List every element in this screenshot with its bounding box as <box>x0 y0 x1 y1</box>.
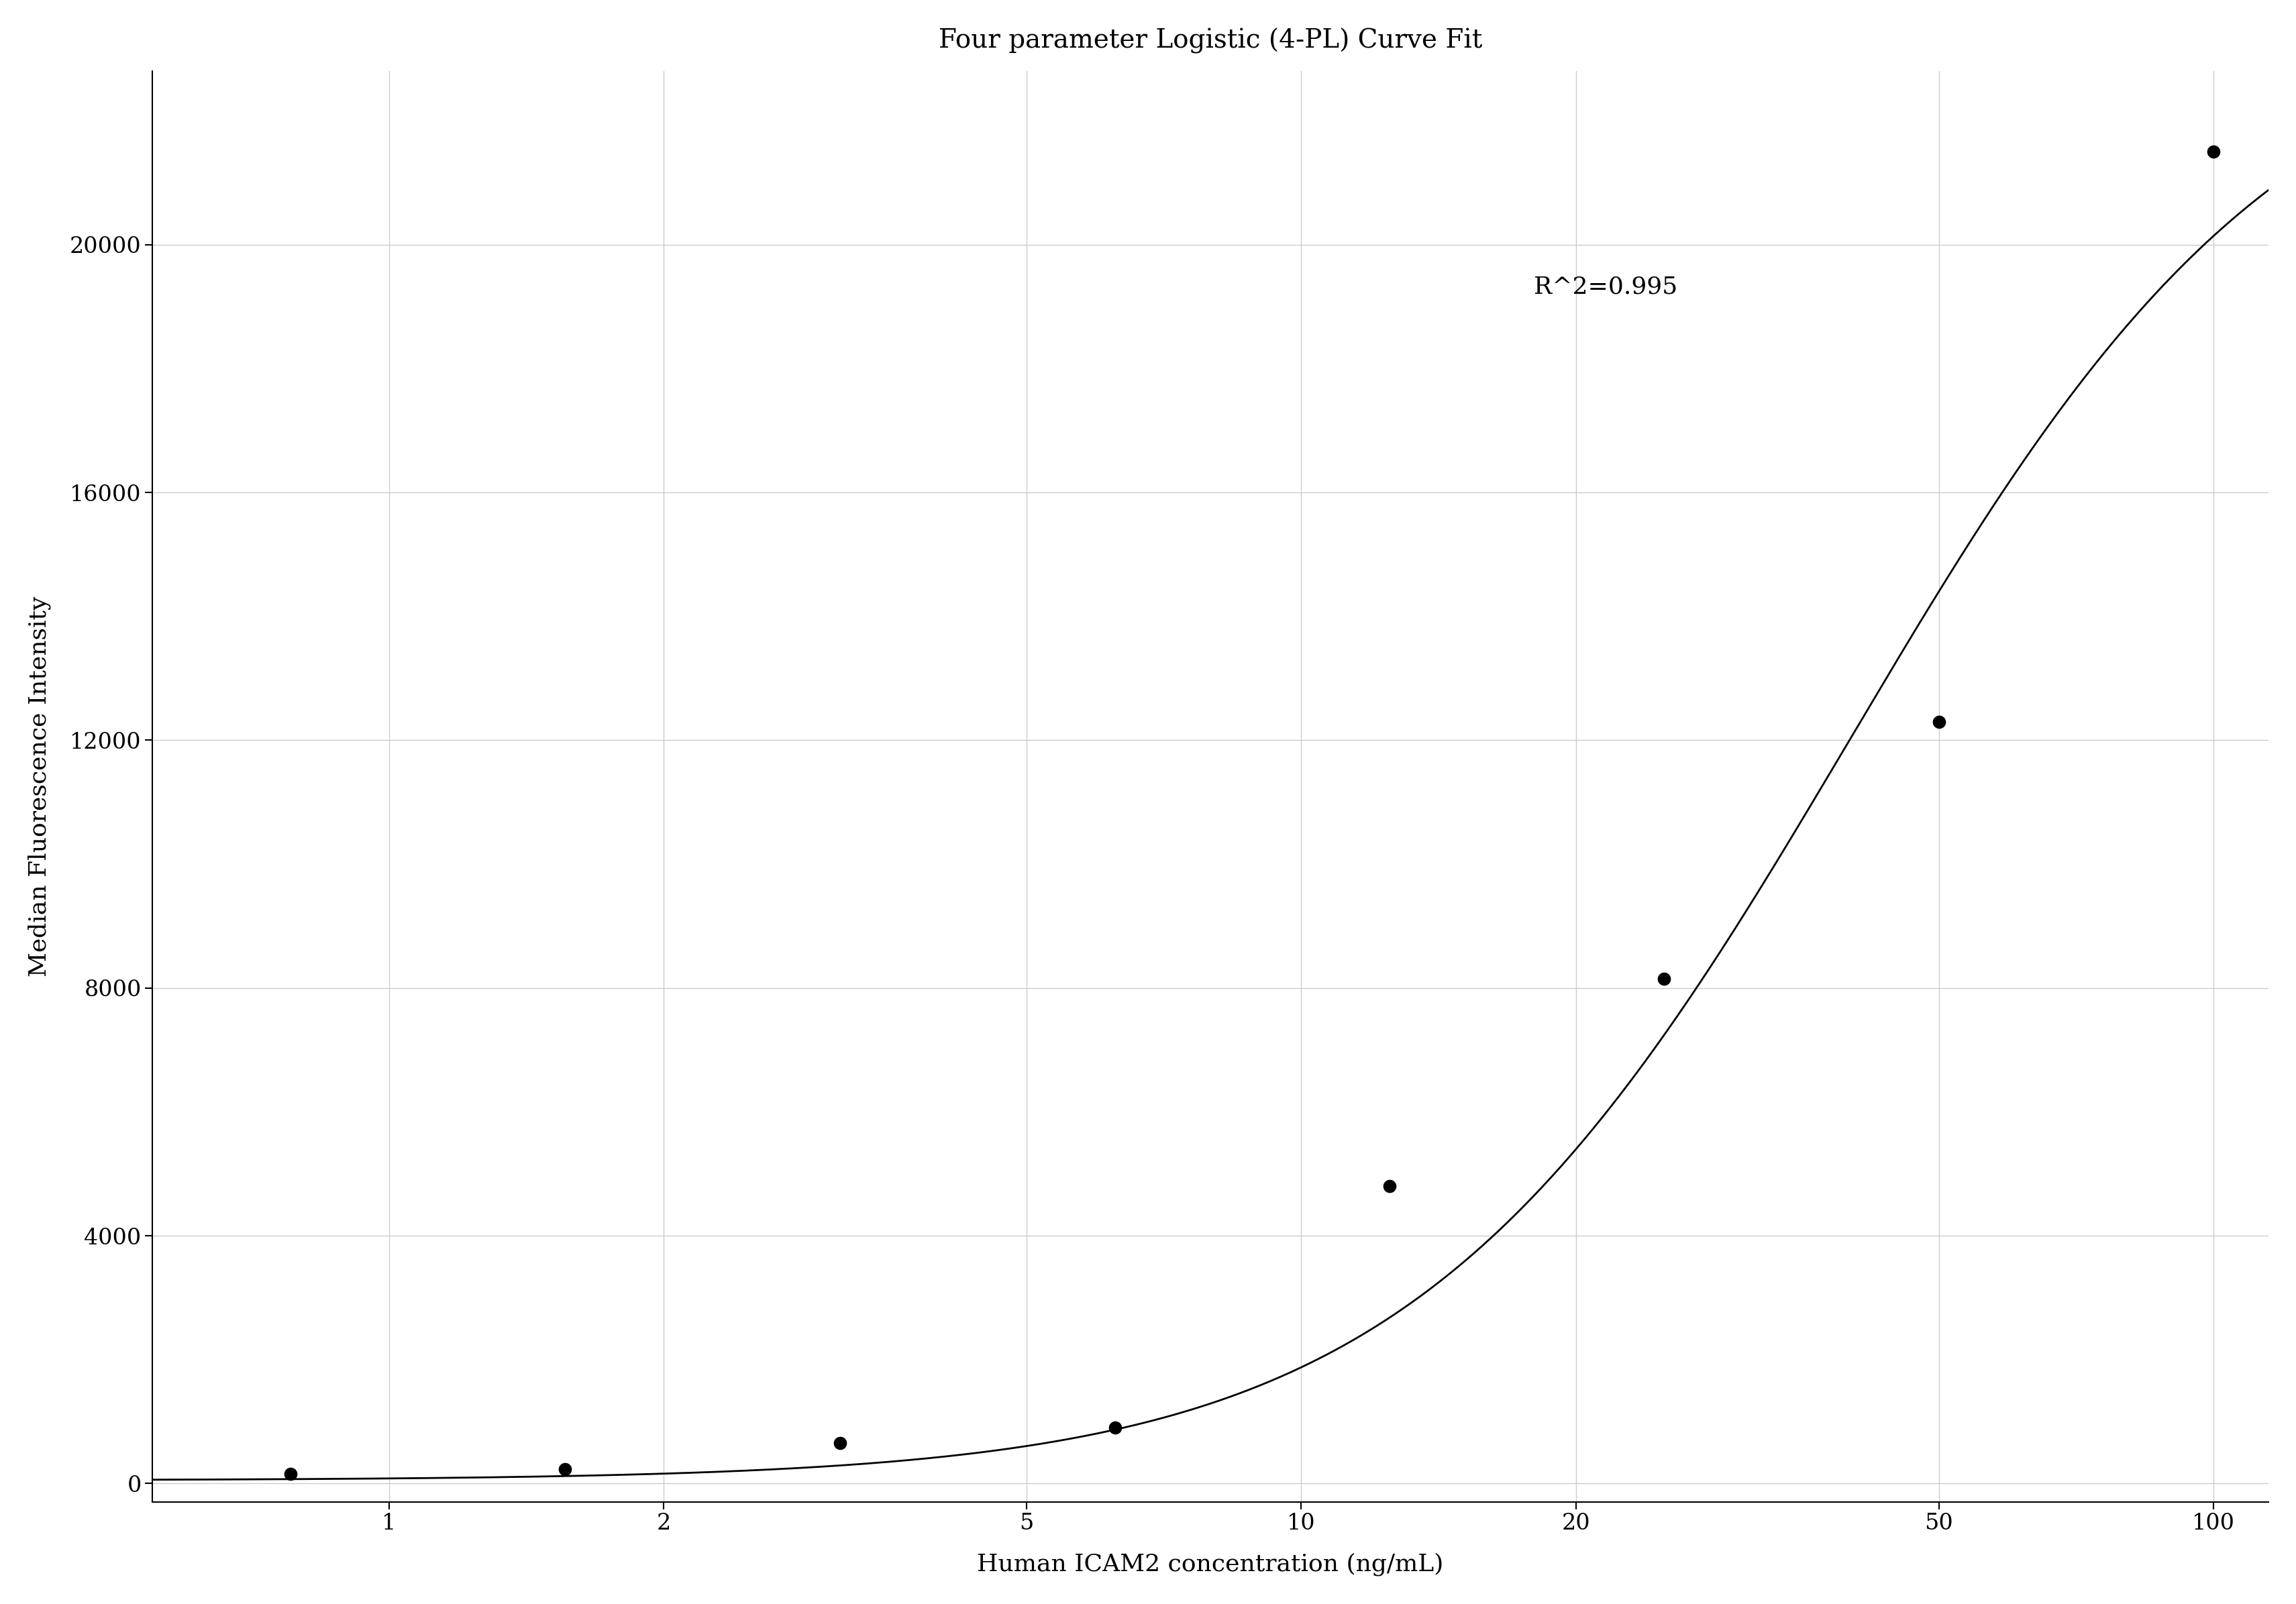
Point <box>1371 1174 1407 1200</box>
Point <box>546 1456 583 1482</box>
Point <box>1646 966 1683 991</box>
X-axis label: Human ICAM2 concentration (ng/mL): Human ICAM2 concentration (ng/mL) <box>976 1553 1444 1577</box>
Point <box>822 1431 859 1456</box>
Title: Four parameter Logistic (4-PL) Curve Fit: Four parameter Logistic (4-PL) Curve Fit <box>939 27 1481 53</box>
Point <box>1095 1415 1132 1440</box>
Point <box>1919 709 1956 735</box>
Y-axis label: Median Fluorescence Intensity: Median Fluorescence Intensity <box>28 597 51 977</box>
Point <box>271 1461 308 1487</box>
Text: R^2=0.995: R^2=0.995 <box>1534 276 1678 298</box>
Point <box>2195 140 2232 165</box>
